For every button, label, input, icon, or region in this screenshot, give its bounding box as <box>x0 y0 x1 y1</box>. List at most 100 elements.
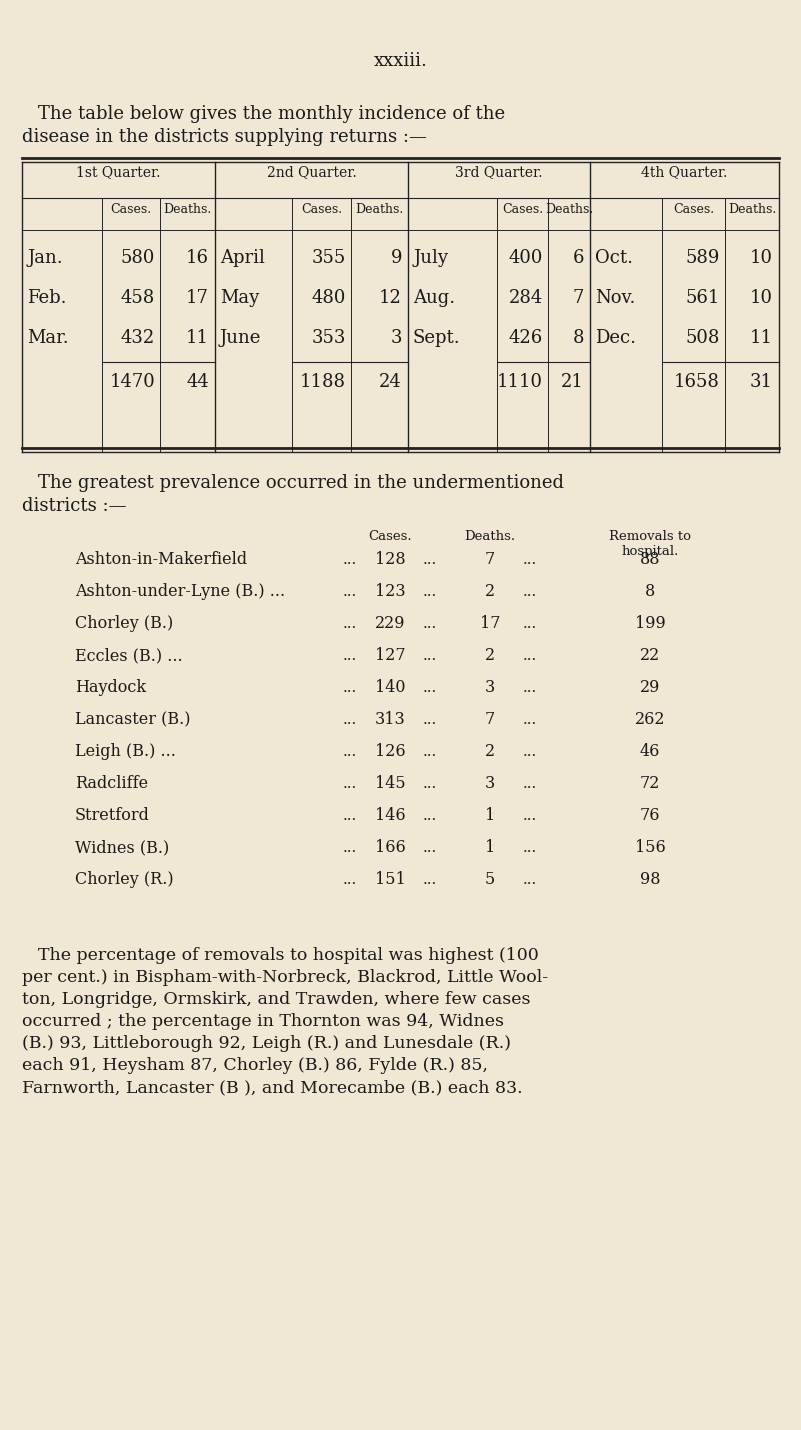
Text: Dec.: Dec. <box>595 329 636 347</box>
Text: Widnes (B.): Widnes (B.) <box>75 839 169 857</box>
Text: 7: 7 <box>485 552 495 569</box>
Text: ...: ... <box>343 649 357 664</box>
Text: ...: ... <box>423 872 437 887</box>
Text: 458: 458 <box>121 289 155 307</box>
Text: ...: ... <box>523 841 537 855</box>
Text: ...: ... <box>523 872 537 887</box>
Text: 1470: 1470 <box>109 373 155 390</box>
Text: ...: ... <box>523 776 537 791</box>
Text: 8: 8 <box>645 583 655 601</box>
Text: Deaths.: Deaths. <box>163 203 211 216</box>
Text: Radcliffe: Radcliffe <box>75 775 148 792</box>
Text: Aug.: Aug. <box>413 289 455 307</box>
Text: ...: ... <box>523 681 537 695</box>
Text: 284: 284 <box>509 289 543 307</box>
Text: 4th Quarter.: 4th Quarter. <box>642 164 727 179</box>
Text: 17: 17 <box>186 289 209 307</box>
Text: 146: 146 <box>375 808 405 825</box>
Text: ...: ... <box>343 553 357 568</box>
Text: 1: 1 <box>485 808 495 825</box>
Text: 17: 17 <box>480 615 501 632</box>
Text: ...: ... <box>523 553 537 568</box>
Text: Deaths.: Deaths. <box>356 203 404 216</box>
Text: 432: 432 <box>121 329 155 347</box>
Text: 16: 16 <box>186 249 209 267</box>
Text: ...: ... <box>343 809 357 824</box>
Text: 7: 7 <box>485 712 495 728</box>
Text: 580: 580 <box>121 249 155 267</box>
Text: ...: ... <box>343 585 357 599</box>
Text: 3: 3 <box>485 679 495 696</box>
Text: Cases.: Cases. <box>301 203 342 216</box>
Text: ...: ... <box>523 809 537 824</box>
Text: 22: 22 <box>640 648 660 665</box>
Text: 2nd Quarter.: 2nd Quarter. <box>267 164 356 179</box>
Text: 6: 6 <box>573 249 584 267</box>
Text: ...: ... <box>523 649 537 664</box>
Text: 98: 98 <box>640 871 660 888</box>
Text: Cases.: Cases. <box>502 203 543 216</box>
Text: Deaths.: Deaths. <box>465 531 516 543</box>
Text: 229: 229 <box>375 615 405 632</box>
Text: each 91, Heysham 87, Chorley (B.) 86, Fylde (R.) 85,: each 91, Heysham 87, Chorley (B.) 86, Fy… <box>22 1057 488 1074</box>
Text: Leigh (B.) ...: Leigh (B.) ... <box>75 744 176 761</box>
Text: 72: 72 <box>640 775 660 792</box>
Text: 11: 11 <box>186 329 209 347</box>
Text: 1st Quarter.: 1st Quarter. <box>76 164 161 179</box>
Text: Sept.: Sept. <box>413 329 461 347</box>
Text: 353: 353 <box>312 329 346 347</box>
Text: June: June <box>220 329 261 347</box>
Text: ...: ... <box>423 616 437 631</box>
Text: Oct.: Oct. <box>595 249 633 267</box>
Text: ...: ... <box>523 714 537 726</box>
Text: Deaths.: Deaths. <box>545 203 593 216</box>
Text: ...: ... <box>523 585 537 599</box>
Text: 262: 262 <box>634 712 666 728</box>
Text: (B.) 93, Littleborough 92, Leigh (R.) and Lunesdale (R.): (B.) 93, Littleborough 92, Leigh (R.) an… <box>22 1035 511 1052</box>
Text: ...: ... <box>343 681 357 695</box>
Text: ...: ... <box>343 616 357 631</box>
Text: 10: 10 <box>750 289 773 307</box>
Text: xxxiii.: xxxiii. <box>373 51 428 70</box>
Text: 46: 46 <box>640 744 660 761</box>
Text: Ashton-in-Makerfield: Ashton-in-Makerfield <box>75 552 248 569</box>
Text: The percentage of removals to hospital was highest (100: The percentage of removals to hospital w… <box>38 947 539 964</box>
Text: Chorley (R.): Chorley (R.) <box>75 871 174 888</box>
Text: Removals to
hospital.: Removals to hospital. <box>609 531 691 558</box>
Text: Deaths.: Deaths. <box>728 203 776 216</box>
Text: 199: 199 <box>634 615 666 632</box>
Text: 2: 2 <box>485 583 495 601</box>
Text: 166: 166 <box>375 839 405 857</box>
Text: 88: 88 <box>640 552 660 569</box>
Text: 3: 3 <box>485 775 495 792</box>
Text: ...: ... <box>423 809 437 824</box>
Text: July: July <box>413 249 448 267</box>
Text: 8: 8 <box>573 329 584 347</box>
Text: 508: 508 <box>686 329 720 347</box>
Text: ...: ... <box>423 585 437 599</box>
Text: 12: 12 <box>379 289 402 307</box>
Text: ...: ... <box>343 714 357 726</box>
Text: 1: 1 <box>485 839 495 857</box>
Text: 44: 44 <box>187 373 209 390</box>
Text: April: April <box>220 249 265 267</box>
Text: ton, Longridge, Ormskirk, and Trawden, where few cases: ton, Longridge, Ormskirk, and Trawden, w… <box>22 991 530 1008</box>
Text: ...: ... <box>343 776 357 791</box>
Text: 24: 24 <box>379 373 402 390</box>
Text: The table below gives the monthly incidence of the: The table below gives the monthly incide… <box>38 104 505 123</box>
Text: disease in the districts supplying returns :—: disease in the districts supplying retur… <box>22 129 427 146</box>
Text: 11: 11 <box>750 329 773 347</box>
Text: 3rd Quarter.: 3rd Quarter. <box>455 164 543 179</box>
Text: Eccles (B.) ...: Eccles (B.) ... <box>75 648 183 665</box>
Text: 1110: 1110 <box>497 373 543 390</box>
Text: 1188: 1188 <box>300 373 346 390</box>
Text: 31: 31 <box>750 373 773 390</box>
Text: The greatest prevalence occurred in the undermentioned: The greatest prevalence occurred in the … <box>38 473 564 492</box>
Text: 10: 10 <box>750 249 773 267</box>
Text: Lancaster (B.): Lancaster (B.) <box>75 712 191 728</box>
Text: 145: 145 <box>375 775 405 792</box>
Text: 2: 2 <box>485 744 495 761</box>
Text: Cases.: Cases. <box>368 531 412 543</box>
Text: 1658: 1658 <box>674 373 720 390</box>
Text: 29: 29 <box>640 679 660 696</box>
